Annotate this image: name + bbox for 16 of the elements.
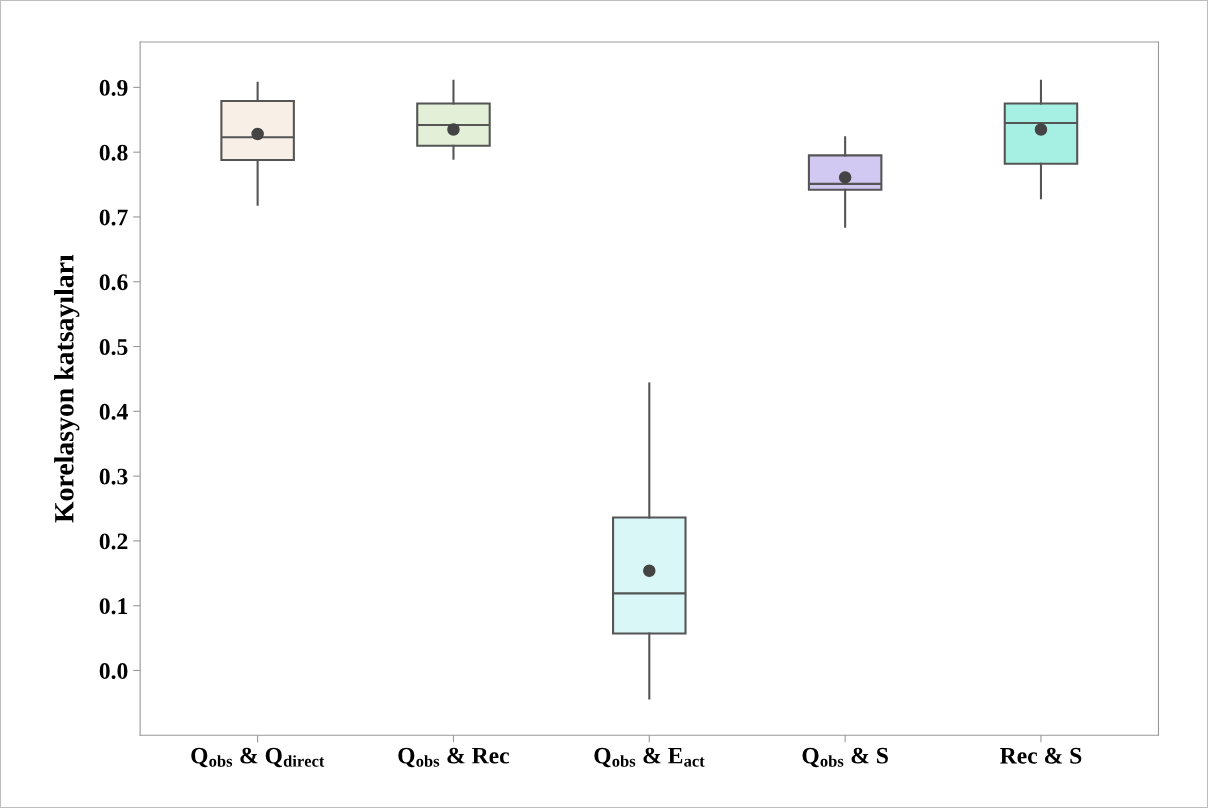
y-tick-label: 0.3 — [99, 468, 128, 485]
y-tick-label: 0.5 — [99, 339, 128, 356]
y-tick-label: 0.2 — [99, 533, 128, 550]
x-tick-label: Q$_{obs}$ & E$_{act}$ — [594, 747, 705, 768]
x-tick-label: Q$_{obs}$ & S — [802, 747, 888, 768]
x-tick-label: Q$_{obs}$ & Q$_{direct}$ — [191, 747, 325, 768]
y-tick-label: 0.9 — [99, 79, 128, 96]
y-tick-label: 0.7 — [99, 209, 128, 226]
y-tick-label: 0.1 — [99, 598, 128, 615]
y-tick-label: 0.6 — [99, 274, 128, 291]
y-tick-label: 0.4 — [99, 403, 128, 420]
y-tick-label: 0.8 — [99, 144, 128, 161]
x-tick-label: Q$_{obs}$ & Rec — [398, 747, 510, 768]
y-axis-title: Korelasyon katsayıları — [54, 254, 80, 523]
x-tick-label: Rec & S — [1000, 747, 1082, 764]
y-tick-label: 0.0 — [99, 662, 128, 680]
